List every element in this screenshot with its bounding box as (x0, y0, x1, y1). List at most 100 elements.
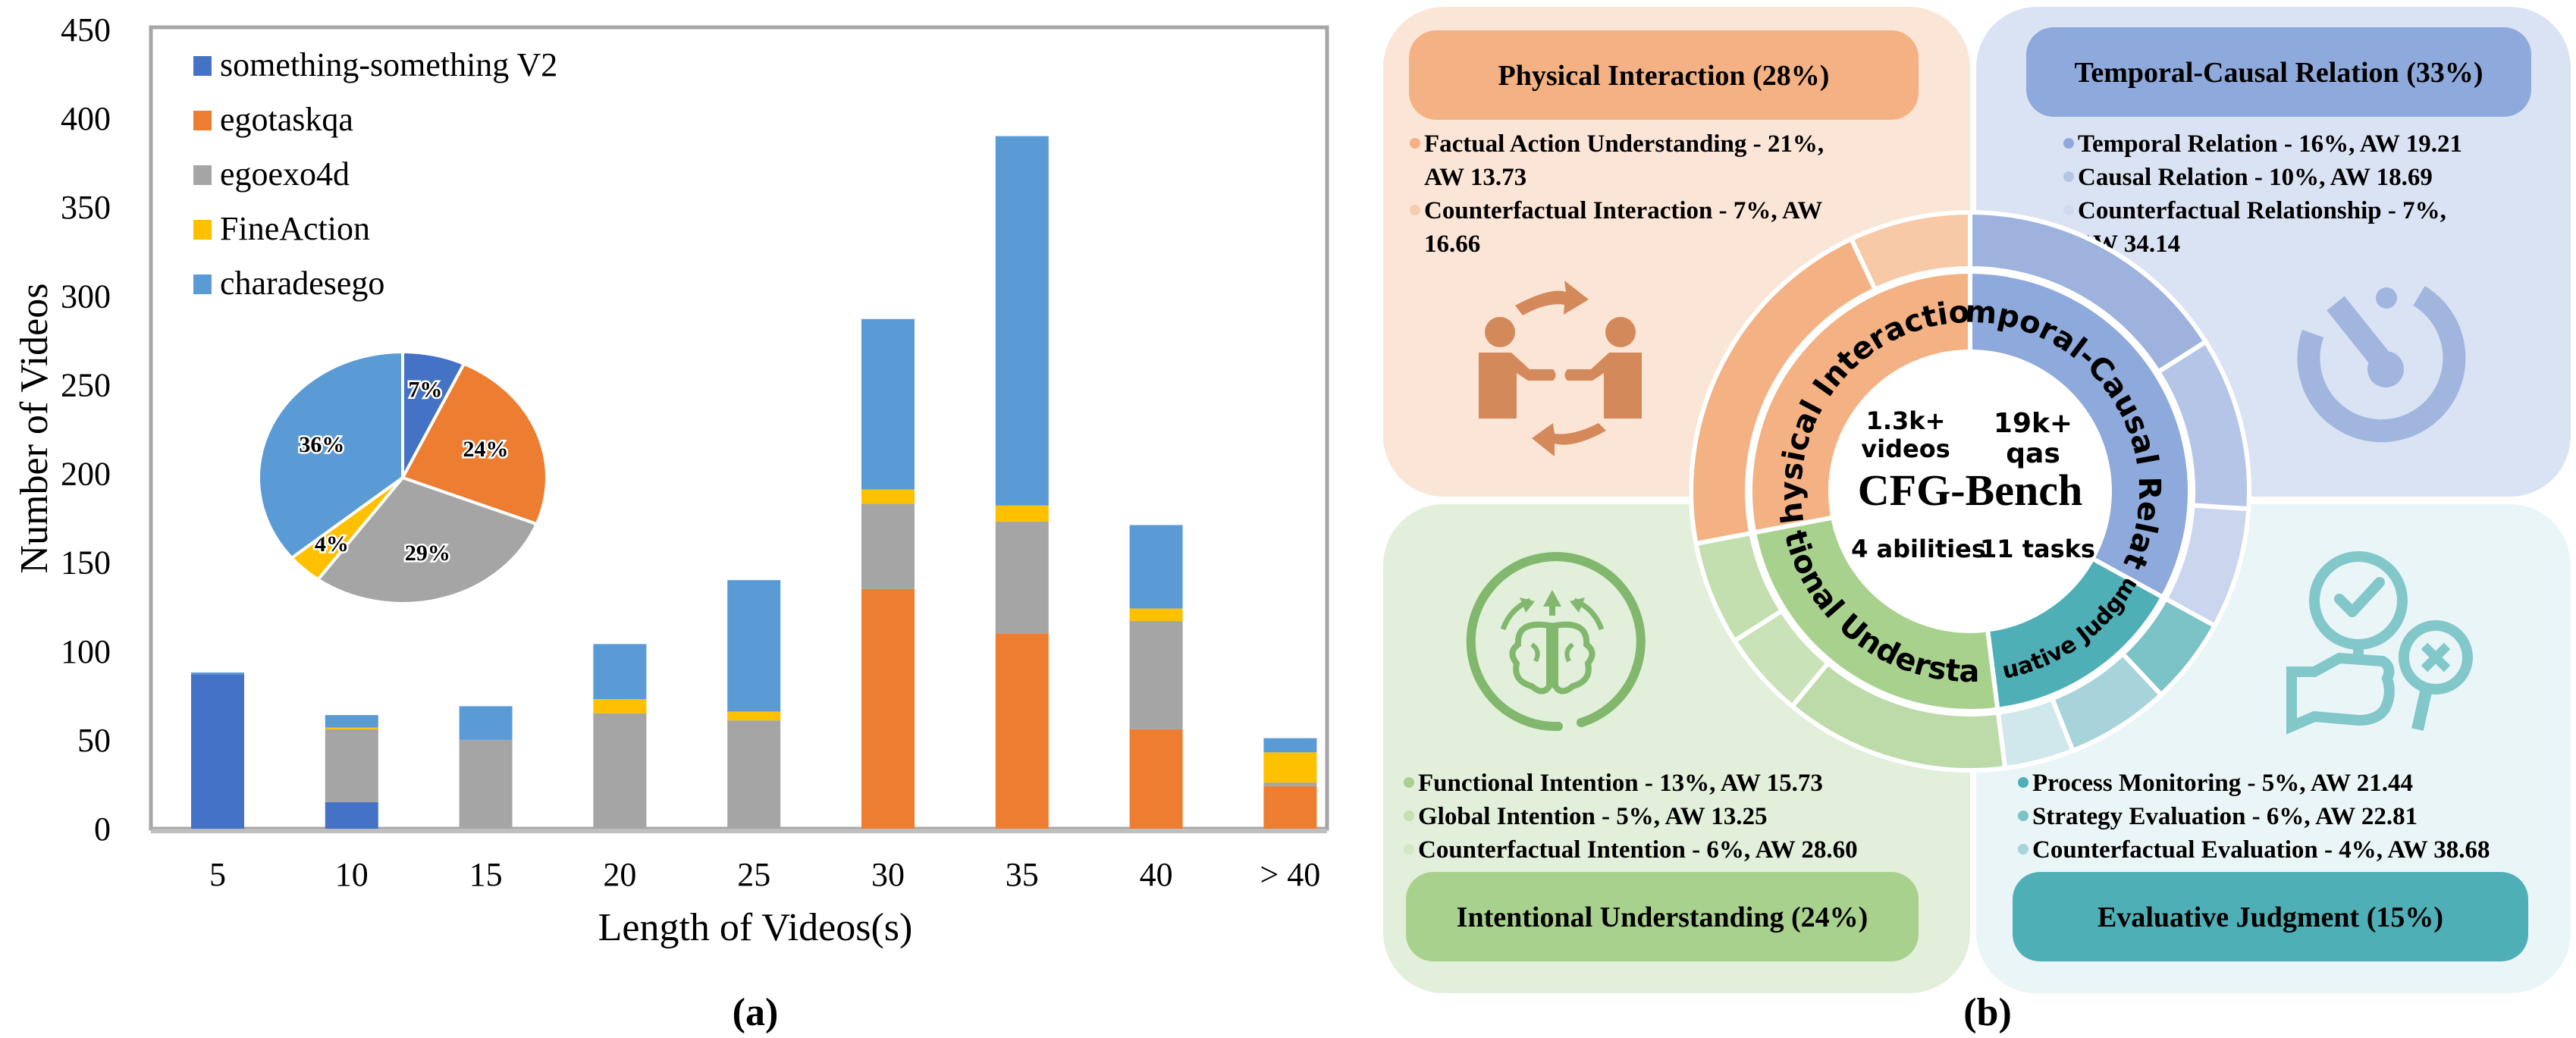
bar-segment-charadesego (995, 136, 1049, 506)
bullet-dot (1410, 138, 1420, 149)
y-tick-label: 50 (77, 722, 111, 759)
bar-segment-egotaskqa (995, 633, 1049, 829)
x-tick-label: 35 (1006, 856, 1039, 893)
x-tick-label: 25 (737, 856, 770, 893)
task-line: Counterfactual Relationship - 7%, (2078, 197, 2446, 224)
bullet-dot (2063, 138, 2074, 149)
bar-segment-charadesego (459, 706, 513, 740)
approve-reject-icon (2286, 551, 2473, 735)
bullet-dot (2063, 205, 2074, 215)
legend: something-something V2 egotaskqa egoexo4d F… (193, 46, 557, 302)
legend-swatch (193, 220, 212, 240)
sunburst-donut (1689, 209, 2251, 773)
intentional-header: Intentional Understanding (24%) (1457, 902, 1868, 933)
evaluative-task-list: Process Monitoring - 5%, AW 21.44 Strateg… (2018, 770, 2490, 864)
y-tick-label: 200 (61, 456, 111, 493)
evaluative-header: Evaluative Judgment (15%) (2098, 902, 2443, 933)
evaluative-header-box (2013, 872, 2528, 961)
x-tick-labels: 5 10 15 20 25 30 35 40 > 40 (209, 856, 1320, 893)
x-axis-title: Length of Videos(s) (598, 906, 913, 949)
bar-segment-charadesego (1263, 738, 1317, 753)
physical-header-box (1409, 30, 1919, 120)
bullet-dot (1404, 844, 1414, 855)
y-tick-label: 150 (61, 544, 111, 582)
y-tick-label: 350 (61, 189, 111, 226)
inner-ring-temporal-causal-relation (1968, 268, 2192, 601)
bar-segment-charadesego (727, 580, 781, 712)
y-tick-label: 450 (61, 11, 111, 49)
y-tick-label: 100 (61, 633, 111, 670)
bar-segment-charadesego (191, 672, 244, 675)
bar-segment-egoexo4d (1129, 620, 1183, 729)
bar-segment-egoexo4d (861, 503, 915, 589)
x-tick-label: 15 (469, 856, 503, 893)
bar-segment-fineaction (593, 699, 647, 713)
center-qas-count: 19k+ (1994, 408, 2072, 439)
pie-slice-label: 36% (299, 432, 344, 457)
task-line: Functional Intention - 13%, AW 15.73 (1418, 770, 1823, 797)
bar-segment-egoexo4d (1263, 782, 1317, 786)
y-tick-label: 300 (61, 278, 111, 315)
caption-b: (b) (1963, 991, 2012, 1034)
legend-swatch (193, 111, 212, 130)
stacked-bars (191, 136, 1317, 829)
handshake-exchange-icon (1479, 281, 1642, 456)
bar-segment-egoexo4d (727, 720, 781, 829)
bullet-dot (1410, 205, 1420, 215)
temporal-header-box (2026, 27, 2531, 117)
y-tick-label: 400 (61, 100, 111, 137)
bar-segment-egotaskqa (1263, 786, 1317, 829)
task-line: Causal Relation - 10%, AW 18.69 (2078, 164, 2433, 191)
task-line: Temporal Relation - 16%, AW 19.21 (2078, 130, 2462, 158)
y-tick-labels: 0 50 100 150 200 250 300 350 400 450 (61, 11, 111, 848)
legend-label: egoexo4d (220, 155, 350, 193)
caption-a: (a) (733, 991, 779, 1034)
bar-segment-charadesego (1129, 525, 1183, 609)
bar-segment-fineaction (1129, 608, 1183, 621)
task-line: Counterfactual Evaluation - 4%, AW 38.68 (2032, 836, 2490, 864)
x-tick-label: 20 (603, 856, 636, 893)
pie-slice-label: 24% (463, 437, 509, 462)
brain-intention-icon (1466, 552, 1646, 732)
center-qas-label: qas (2006, 438, 2060, 469)
bar-segment-charadesego (593, 644, 647, 700)
x-tick-label: 10 (335, 856, 369, 893)
temporal-task-list: Temporal Relation - 16%, AW 19.21 Causal … (2063, 130, 2462, 258)
legend-label: charadesego (220, 265, 384, 302)
task-line: Process Monitoring - 5%, AW 21.44 (2032, 770, 2413, 797)
bar-segment-egotaskqa (861, 588, 915, 829)
legend-swatch (193, 274, 212, 294)
task-line: 16.66 (1424, 230, 1480, 258)
bar-segment-charadesego (325, 715, 378, 728)
bar-segment-fineaction (861, 489, 915, 504)
bar-segment-egoexo4d (459, 739, 513, 829)
bullet-dot (2063, 171, 2074, 182)
bar-segment-fineaction (1263, 752, 1317, 783)
outer-ring-counterfactual-interaction (1848, 209, 1972, 293)
y-tick-label: 250 (61, 366, 111, 403)
bar-segment-egotaskqa (1129, 729, 1183, 829)
pie-slice-egoexo4d (315, 475, 539, 605)
bar-segment-something-something-v2 (325, 801, 378, 829)
y-axis-title: Number of Videos (13, 284, 56, 574)
bar-segment-egoexo4d (593, 713, 647, 829)
intentional-header-box (1406, 872, 1919, 961)
bullet-dot (2018, 844, 2028, 855)
task-line: Counterfactual Intention - 6%, AW 28.60 (1418, 836, 1858, 864)
pie-slice-egotaskqa (400, 362, 548, 526)
task-line: AW 13.73 (1424, 164, 1526, 191)
x-tick-label: 40 (1140, 856, 1173, 893)
bar-segment-something-something-v2 (191, 674, 244, 829)
inner-ring-physical-interaction (1748, 268, 1972, 535)
panel-a-bar-chart: 0 50 100 150 200 250 300 350 400 450 5 10 15 20 25 30 3… (13, 11, 1329, 1034)
y-tick-label: 0 (94, 811, 111, 848)
legend-label: something-something V2 (220, 46, 557, 83)
pie-slice-label: 29% (405, 541, 450, 566)
pie-chart: 7%24%29%4%36% (257, 350, 548, 605)
task-line: Global Intention - 5%, AW 13.25 (1418, 803, 1768, 830)
donut-center (1832, 353, 2108, 629)
x-tick-label: 5 (209, 856, 226, 893)
pie-slice-charadesego (257, 350, 404, 560)
bar-segment-fineaction (325, 727, 378, 729)
